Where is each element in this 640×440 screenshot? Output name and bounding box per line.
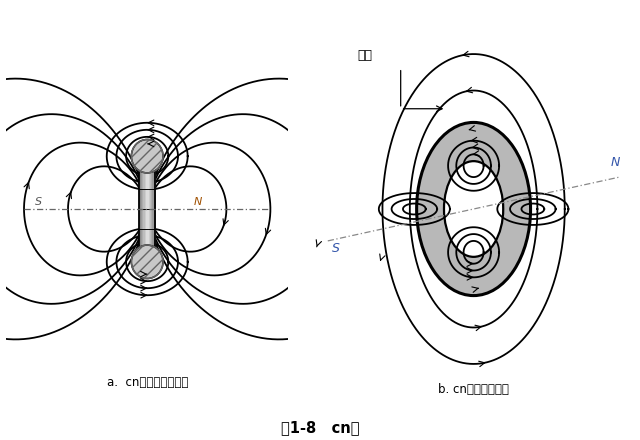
Bar [140,156,141,262]
Bar [151,156,153,262]
Bar [154,156,156,262]
Text: 图1-8   cn场: 图1-8 cn场 [281,421,359,436]
Text: S: S [35,197,42,207]
Ellipse shape [131,245,163,279]
Bar [147,156,149,262]
Bar [145,156,147,262]
Ellipse shape [417,122,531,296]
Bar [143,156,145,262]
Ellipse shape [444,161,503,257]
Text: b. cn场立体示意图: b. cn场立体示意图 [438,382,509,396]
Text: S: S [332,242,340,255]
Text: 涡环: 涡环 [357,48,372,62]
Text: a.  cn粒子截面流线图: a. cn粒子截面流线图 [106,376,188,389]
Bar [142,156,144,262]
Bar [141,156,142,262]
Ellipse shape [131,139,163,173]
Bar [152,156,154,262]
Bar [146,156,148,262]
Bar [148,156,150,262]
Text: N: N [611,156,620,169]
Bar [140,156,155,262]
Bar [150,156,152,262]
Text: N: N [193,197,202,207]
